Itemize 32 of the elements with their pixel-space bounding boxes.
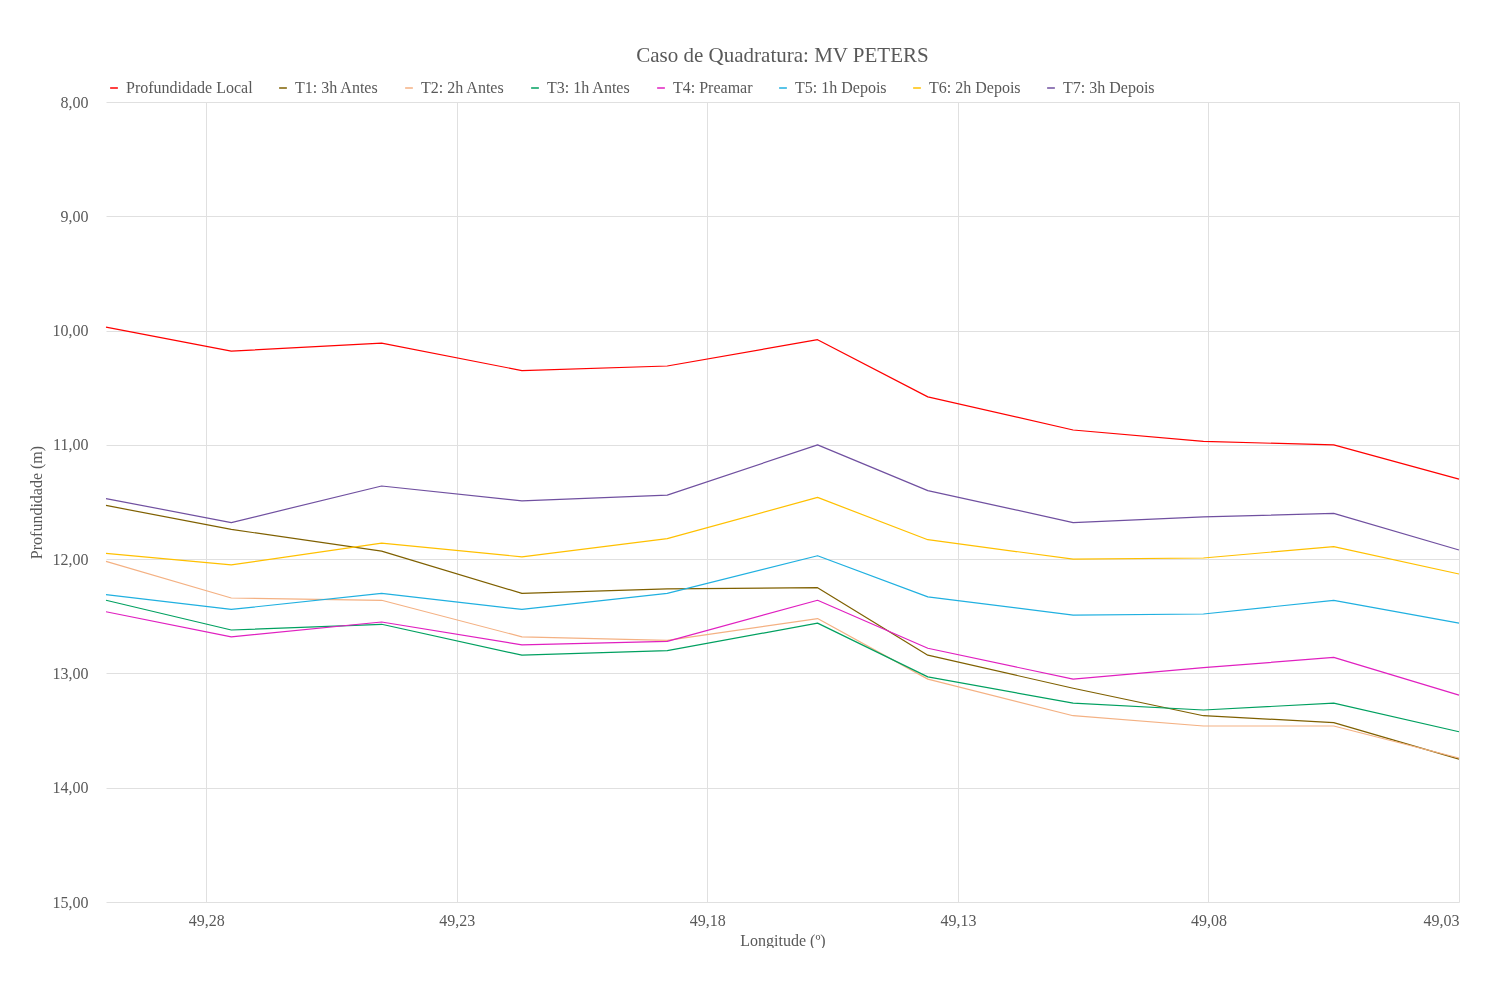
legend-label: T4: Preamar — [673, 79, 754, 96]
line-series — [105, 599, 1460, 696]
line-series — [105, 555, 1460, 624]
y-axis-title: Profundidade (m) — [27, 445, 46, 560]
x-tick-label: 49,28 — [188, 911, 225, 929]
line-series — [105, 560, 1460, 759]
line-series — [105, 496, 1460, 575]
line-series — [105, 504, 1460, 760]
legend-label: T1: 3h Antes — [295, 79, 378, 96]
legend-label: T3: 1h Antes — [547, 79, 630, 96]
y-tick-label: 11,00 — [53, 436, 89, 454]
y-tick-label: 13,00 — [52, 664, 89, 682]
y-tick-label: 12,00 — [52, 550, 89, 568]
line-series — [105, 326, 1460, 480]
chart-title: Caso de Quadratura: MV PETERS — [636, 43, 929, 67]
x-tick-label: 49,23 — [439, 911, 476, 929]
x-tick-label: 49,03 — [1423, 911, 1460, 929]
y-tick-label: 15,00 — [52, 893, 89, 911]
legend-label: T5: 1h Depois — [795, 79, 887, 97]
legend-label: T7: 3h Depois — [1063, 79, 1155, 97]
y-tick-label: 9,00 — [60, 207, 89, 225]
x-tick-label: 49,08 — [1190, 911, 1227, 929]
legend-label: T6: 2h Depois — [929, 79, 1021, 97]
y-tick-label: 14,00 — [52, 779, 89, 797]
legend-label: Profundidade Local — [126, 79, 254, 96]
y-tick-label: 8,00 — [60, 93, 89, 111]
x-tick-label: 49,13 — [940, 911, 977, 929]
line-series — [105, 444, 1460, 551]
line-series — [105, 599, 1460, 733]
y-tick-label: 10,00 — [52, 322, 89, 340]
legend-label: T2: 2h Antes — [421, 79, 504, 96]
x-tick-label: 49,18 — [689, 911, 726, 929]
